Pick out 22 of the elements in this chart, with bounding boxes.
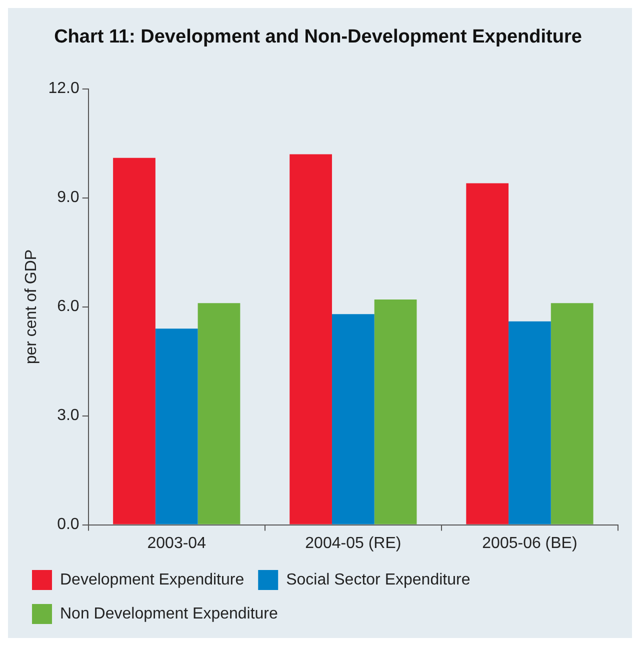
bar xyxy=(198,303,240,524)
bar xyxy=(155,328,198,524)
y-tick-label: 9.0 xyxy=(57,189,80,206)
chart-title: Chart 11: Development and Non-Development Expenditure xyxy=(54,26,582,48)
y-tick-label: 12.0 xyxy=(48,80,80,98)
x-tick-label: 2005-06 (BE) xyxy=(482,534,578,552)
bar xyxy=(374,300,417,524)
y-axis-title: per cent of GDP xyxy=(23,249,40,364)
legend-label: Social Sector Expenditure xyxy=(286,571,470,588)
bar xyxy=(290,154,332,524)
y-tick-label: 3.0 xyxy=(57,407,80,424)
legend-label: Development Expenditure xyxy=(60,571,244,588)
y-tick-label: 0.0 xyxy=(57,516,80,534)
bar xyxy=(466,183,509,524)
bar xyxy=(113,158,156,524)
legend-label: Non Development Expenditure xyxy=(60,605,278,622)
bar xyxy=(550,303,594,524)
x-tick-label: 2003-04 xyxy=(147,534,206,552)
y-tick-label: 6.0 xyxy=(57,298,80,316)
bar xyxy=(332,314,374,524)
x-tick-label: 2004-05 (RE) xyxy=(305,534,402,552)
bar xyxy=(508,321,551,524)
